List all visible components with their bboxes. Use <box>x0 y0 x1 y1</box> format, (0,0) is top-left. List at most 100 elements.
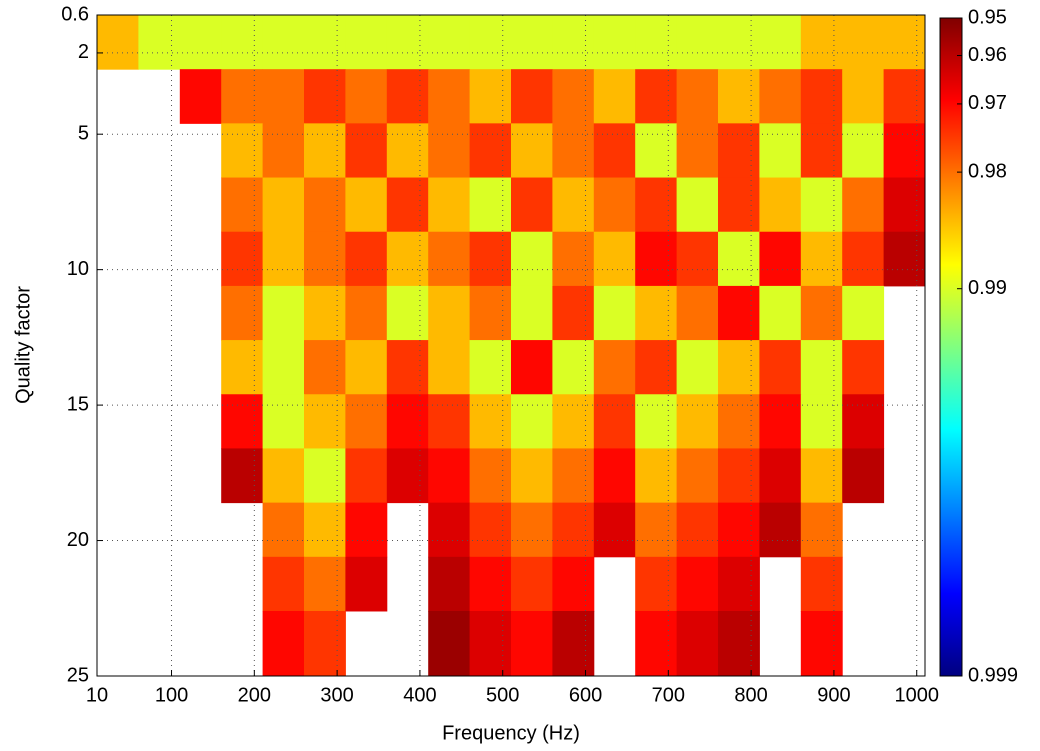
heatmap-cell <box>469 340 512 395</box>
heatmap-cell <box>428 502 471 558</box>
x-axis-label: Frequency (Hz) <box>442 722 580 744</box>
heatmap-cell <box>469 69 512 124</box>
heatmap-cell <box>262 177 305 233</box>
heatmap-cell <box>842 394 885 449</box>
heatmap-cell <box>386 394 429 449</box>
heatmap-cell <box>262 15 305 70</box>
heatmap-cell <box>428 610 471 677</box>
heatmap-cell <box>552 340 595 395</box>
heatmap-cell <box>759 177 802 233</box>
heatmap-cell <box>800 502 843 558</box>
heatmap-cell <box>635 285 678 341</box>
heatmap-cell <box>304 610 346 677</box>
heatmap-cell <box>676 177 719 233</box>
heatmap-cell <box>635 502 678 558</box>
heatmap-cell <box>676 69 719 124</box>
heatmap-cell <box>469 177 512 233</box>
heatmap-cell <box>262 285 305 341</box>
heatmap-cell <box>345 448 388 504</box>
heatmap-cell <box>428 177 471 233</box>
heatmap-cell <box>593 340 636 395</box>
heatmap-cell <box>676 502 719 558</box>
heatmap-cell <box>718 177 760 233</box>
heatmap-cell <box>800 123 843 179</box>
heatmap-cell <box>759 69 802 124</box>
heatmap-cell <box>635 123 678 179</box>
heatmap-cell <box>221 15 264 70</box>
heatmap-cell <box>469 448 512 504</box>
heatmap-cell <box>552 610 595 677</box>
heatmap-cell <box>428 448 471 504</box>
heatmap-cell <box>800 177 843 233</box>
heatmap-cell <box>386 69 429 124</box>
heatmap-cell <box>759 123 802 179</box>
heatmap-cell <box>718 15 760 70</box>
heatmap-cell <box>386 448 429 504</box>
heatmap-cell <box>635 231 678 287</box>
heatmap-cell <box>221 69 264 124</box>
y-tick-label: 5 <box>78 122 89 144</box>
heatmap-cell <box>800 231 843 287</box>
heatmap-cell <box>304 448 346 504</box>
heatmap-cell <box>718 448 760 504</box>
plot-frame <box>96 14 926 677</box>
heatmap-cell <box>593 285 636 341</box>
heatmap-cell <box>386 340 429 395</box>
heatmap-cell <box>511 394 553 449</box>
heatmap-cell <box>138 15 181 70</box>
heatmap-cell <box>635 556 678 612</box>
heatmap-cell <box>593 123 636 179</box>
heatmap-cell <box>511 177 553 233</box>
heatmap-cell <box>511 502 553 558</box>
heatmap-cell <box>304 285 346 341</box>
heatmap-cell <box>676 340 719 395</box>
heatmap-cell <box>469 556 512 612</box>
heatmap-cell <box>883 15 926 70</box>
heatmap-cell <box>511 448 553 504</box>
heatmap-cell <box>469 285 512 341</box>
heatmap-cell <box>511 15 553 70</box>
heatmap-cell <box>593 502 636 558</box>
heatmap-cell <box>800 15 843 70</box>
heatmap-cell <box>304 123 346 179</box>
heatmap-cell <box>759 15 802 70</box>
heatmap-cell <box>552 556 595 612</box>
heatmap-cell <box>428 394 471 449</box>
heatmap-cell <box>800 285 843 341</box>
heatmap-cell <box>386 123 429 179</box>
heatmap-cell <box>842 231 885 287</box>
heatmap-cell <box>676 285 719 341</box>
y-tick-label: 0.6 <box>61 3 89 25</box>
heatmap-cell <box>345 502 388 558</box>
heatmap-cell <box>842 15 885 70</box>
y-tick-label: 2 <box>78 41 89 63</box>
heatmap-cell <box>262 556 305 612</box>
heatmap-cell <box>304 177 346 233</box>
colorbar-tick-label: 0.999 <box>968 664 1018 686</box>
heatmap-cell <box>676 394 719 449</box>
heatmap-cell <box>511 123 553 179</box>
heatmap-cell <box>676 556 719 612</box>
heatmap-cell <box>345 394 388 449</box>
heatmap-cell <box>718 340 760 395</box>
heatmap-cell <box>262 340 305 395</box>
colorbar-tick-label: 0.95 <box>968 6 1007 28</box>
heatmap-cell <box>552 231 595 287</box>
colorbar <box>939 17 963 677</box>
heatmap-cell <box>345 556 388 612</box>
heatmap-cell <box>386 15 429 70</box>
heatmap-cell <box>593 231 636 287</box>
heatmap-cell <box>428 123 471 179</box>
heatmap-cell <box>842 340 885 395</box>
heatmap-cell <box>221 394 264 449</box>
heatmap-cell <box>262 231 305 287</box>
y-tick-label: 20 <box>67 529 89 551</box>
heatmap-cell <box>304 556 346 612</box>
heatmap-cell <box>635 610 678 677</box>
heatmap-cell <box>676 231 719 287</box>
heatmap-cell <box>552 448 595 504</box>
heatmap-cell <box>469 15 512 70</box>
heatmap-cell <box>345 177 388 233</box>
heatmap-cell <box>759 285 802 341</box>
